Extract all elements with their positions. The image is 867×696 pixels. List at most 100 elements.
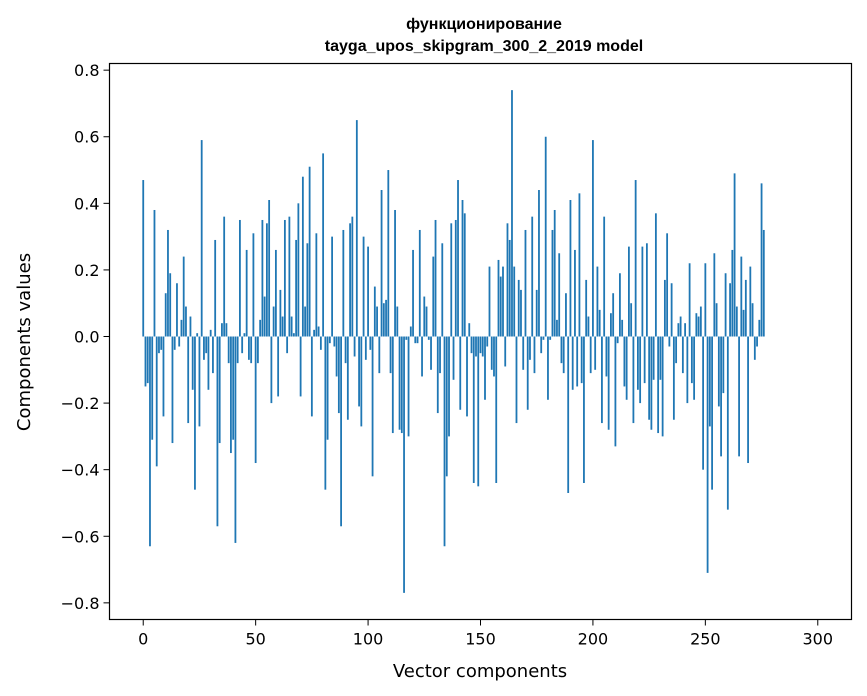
bar-244 bbox=[690, 336, 693, 384]
bar-158 bbox=[497, 259, 500, 337]
bar-264 bbox=[735, 306, 738, 337]
bar-95 bbox=[355, 120, 358, 337]
bar-167 bbox=[517, 279, 520, 337]
bar-173 bbox=[531, 216, 534, 337]
bar-240 bbox=[681, 336, 684, 374]
chart-title: функционирование bbox=[406, 16, 562, 33]
bar-213 bbox=[621, 319, 624, 337]
bar-169 bbox=[522, 336, 525, 370]
bar-112 bbox=[394, 209, 396, 337]
bar-66 bbox=[290, 316, 293, 337]
bar-1 bbox=[144, 336, 147, 387]
bar-89 bbox=[342, 229, 345, 337]
x-tick-label: 250 bbox=[690, 630, 721, 649]
bar-209 bbox=[612, 293, 615, 337]
bar-134 bbox=[443, 336, 446, 547]
bar-186 bbox=[560, 336, 563, 364]
bar-129 bbox=[432, 256, 435, 337]
bar-27 bbox=[203, 336, 205, 360]
bar-69 bbox=[297, 203, 300, 337]
bar-254 bbox=[713, 253, 716, 337]
bar-276 bbox=[762, 229, 765, 337]
bar-0 bbox=[142, 180, 145, 337]
y-tick-label: −0.6 bbox=[61, 527, 100, 546]
bar-117 bbox=[405, 336, 408, 340]
bar-200 bbox=[592, 140, 594, 337]
bar-164 bbox=[511, 90, 513, 337]
bar-224 bbox=[645, 243, 648, 337]
bar-265 bbox=[738, 336, 740, 457]
bar-5 bbox=[153, 209, 156, 337]
bar-49 bbox=[252, 233, 255, 337]
bar-16 bbox=[178, 336, 181, 347]
bar-85 bbox=[333, 336, 336, 347]
bar-54 bbox=[263, 296, 266, 337]
bar-223 bbox=[643, 336, 646, 384]
bar-148 bbox=[475, 336, 477, 357]
bar-146 bbox=[470, 336, 473, 354]
bar-216 bbox=[628, 246, 630, 337]
bar-202 bbox=[596, 266, 599, 337]
bar-231 bbox=[661, 336, 664, 437]
bar-170 bbox=[524, 229, 527, 337]
bar-157 bbox=[495, 336, 498, 483]
bar-40 bbox=[232, 336, 235, 440]
y-tick-label: 0.2 bbox=[74, 261, 99, 280]
bar-39 bbox=[230, 336, 232, 454]
bar-273 bbox=[756, 336, 758, 347]
bar-248 bbox=[699, 306, 702, 337]
bar-43 bbox=[239, 219, 241, 337]
bar-108 bbox=[385, 299, 387, 337]
bar-70 bbox=[299, 336, 302, 397]
bar-13 bbox=[171, 336, 174, 444]
bar-239 bbox=[679, 316, 682, 337]
bar-25 bbox=[198, 336, 201, 427]
bar-92 bbox=[349, 223, 351, 337]
bar-141 bbox=[459, 336, 462, 410]
bar-175 bbox=[535, 289, 538, 337]
bar-46 bbox=[245, 249, 248, 337]
bar-137 bbox=[450, 223, 453, 337]
bar-41 bbox=[234, 336, 237, 543]
bar-177 bbox=[540, 336, 543, 354]
bar-139 bbox=[454, 219, 457, 337]
bar-250 bbox=[704, 263, 707, 337]
bar-14 bbox=[173, 336, 176, 350]
bar-245 bbox=[693, 336, 696, 400]
bar-180 bbox=[547, 336, 549, 400]
y-tick-label: −0.2 bbox=[61, 394, 100, 413]
bar-21 bbox=[189, 316, 192, 337]
bars-group bbox=[142, 90, 765, 593]
bar-228 bbox=[654, 213, 657, 337]
x-tick-label: 300 bbox=[802, 630, 833, 649]
bar-113 bbox=[396, 306, 399, 337]
bar-194 bbox=[578, 193, 581, 337]
bar-32 bbox=[214, 239, 217, 337]
bar-132 bbox=[439, 336, 441, 374]
bar-184 bbox=[556, 319, 558, 337]
bar-140 bbox=[457, 180, 459, 337]
bar-181 bbox=[549, 336, 552, 340]
bar-258 bbox=[722, 336, 725, 394]
bar-136 bbox=[448, 336, 450, 437]
bar-226 bbox=[650, 336, 653, 430]
bar-143 bbox=[463, 213, 466, 337]
bar-192 bbox=[574, 249, 576, 337]
bar-275 bbox=[760, 183, 763, 337]
bar-172 bbox=[529, 336, 531, 360]
bar-74 bbox=[308, 166, 311, 337]
bar-60 bbox=[277, 336, 280, 397]
bar-227 bbox=[652, 336, 655, 380]
bar-8 bbox=[160, 336, 163, 350]
bar-162 bbox=[506, 223, 509, 337]
bar-10 bbox=[164, 293, 167, 337]
bar-91 bbox=[346, 336, 349, 420]
bar-98 bbox=[362, 236, 365, 337]
bar-109 bbox=[387, 170, 390, 337]
bar-17 bbox=[180, 319, 183, 337]
bar-73 bbox=[306, 243, 309, 337]
bar-47 bbox=[248, 336, 250, 360]
bar-237 bbox=[675, 336, 678, 364]
bar-79 bbox=[319, 336, 322, 350]
bar-57 bbox=[270, 336, 273, 404]
